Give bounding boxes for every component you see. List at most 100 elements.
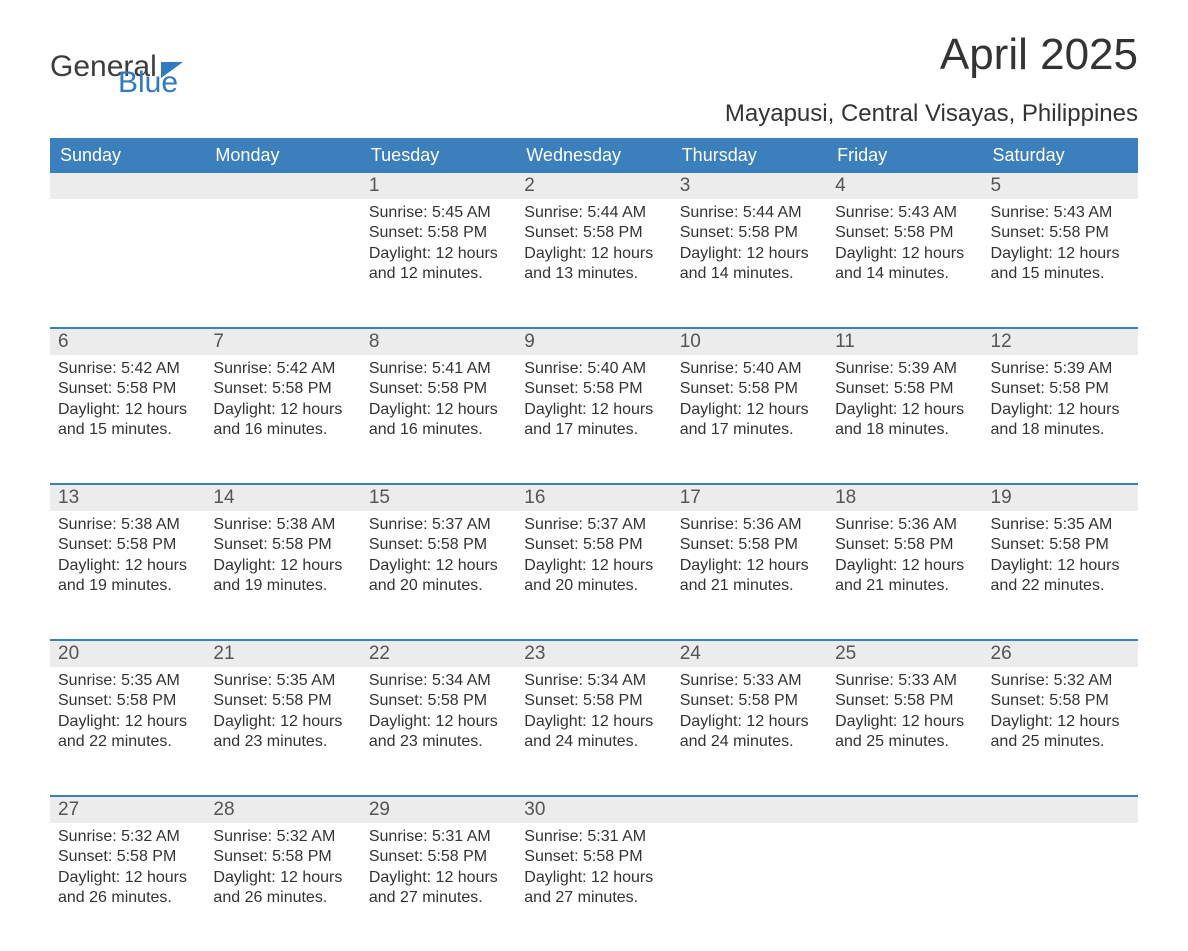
cell-body: Sunrise: 5:43 AMSunset: 5:58 PMDaylight:… — [983, 199, 1138, 299]
cell-body: Sunrise: 5:34 AMSunset: 5:58 PMDaylight:… — [361, 667, 516, 767]
daylight-text: Daylight: 12 hours and 23 minutes. — [369, 712, 508, 753]
day-number: 10 — [672, 329, 827, 355]
calendar-cell: Sunrise: 5:35 AMSunset: 5:58 PMDaylight:… — [983, 511, 1138, 639]
daylight-text: Daylight: 12 hours and 19 minutes. — [213, 556, 352, 597]
day-number: 5 — [983, 173, 1138, 199]
daynum-row: 27282930... — [50, 795, 1138, 823]
sunset-text: Sunset: 5:58 PM — [680, 379, 819, 399]
cell-body: Sunrise: 5:40 AMSunset: 5:58 PMDaylight:… — [516, 355, 671, 455]
sunset-text: Sunset: 5:58 PM — [369, 847, 508, 867]
daylight-text: Daylight: 12 hours and 17 minutes. — [680, 400, 819, 441]
sunrise-text: Sunrise: 5:38 AM — [58, 515, 197, 535]
page-title: April 2025 — [940, 30, 1138, 80]
calendar-cell: Sunrise: 5:35 AMSunset: 5:58 PMDaylight:… — [205, 667, 360, 795]
sunset-text: Sunset: 5:58 PM — [524, 691, 663, 711]
daylight-text: Daylight: 12 hours and 22 minutes. — [58, 712, 197, 753]
sunrise-text: Sunrise: 5:43 AM — [835, 203, 974, 223]
daylight-text: Daylight: 12 hours and 27 minutes. — [369, 868, 508, 909]
cell-body: Sunrise: 5:38 AMSunset: 5:58 PMDaylight:… — [205, 511, 360, 611]
sunset-text: Sunset: 5:58 PM — [835, 379, 974, 399]
sunrise-text: Sunrise: 5:35 AM — [213, 671, 352, 691]
cell-body: Sunrise: 5:37 AMSunset: 5:58 PMDaylight:… — [516, 511, 671, 611]
day-number: 13 — [50, 485, 205, 511]
day-number: 19 — [983, 485, 1138, 511]
weekday-header: Thursday — [672, 138, 827, 173]
sunset-text: Sunset: 5:58 PM — [213, 847, 352, 867]
week-row: Sunrise: 5:35 AMSunset: 5:58 PMDaylight:… — [50, 667, 1138, 795]
sunset-text: Sunset: 5:58 PM — [369, 535, 508, 555]
sunrise-text: Sunrise: 5:33 AM — [835, 671, 974, 691]
daylight-text: Daylight: 12 hours and 12 minutes. — [369, 244, 508, 285]
daylight-text: Daylight: 12 hours and 20 minutes. — [524, 556, 663, 597]
sunrise-text: Sunrise: 5:44 AM — [680, 203, 819, 223]
week-row: Sunrise: 5:32 AMSunset: 5:58 PMDaylight:… — [50, 823, 1138, 951]
day-number: 11 — [827, 329, 982, 355]
calendar-cell — [50, 199, 205, 327]
cell-body — [672, 823, 827, 841]
day-number: 21 — [205, 641, 360, 667]
day-number: 4 — [827, 173, 982, 199]
daylight-text: Daylight: 12 hours and 23 minutes. — [213, 712, 352, 753]
sunrise-text: Sunrise: 5:41 AM — [369, 359, 508, 379]
day-number: 25 — [827, 641, 982, 667]
week-row: Sunrise: 5:38 AMSunset: 5:58 PMDaylight:… — [50, 511, 1138, 639]
calendar-cell: Sunrise: 5:40 AMSunset: 5:58 PMDaylight:… — [516, 355, 671, 483]
daylight-text: Daylight: 12 hours and 19 minutes. — [58, 556, 197, 597]
calendar-cell: Sunrise: 5:32 AMSunset: 5:58 PMDaylight:… — [50, 823, 205, 951]
day-number: 26 — [983, 641, 1138, 667]
sunset-text: Sunset: 5:58 PM — [835, 535, 974, 555]
sunset-text: Sunset: 5:58 PM — [524, 379, 663, 399]
sunset-text: Sunset: 5:58 PM — [58, 691, 197, 711]
sunrise-text: Sunrise: 5:35 AM — [58, 671, 197, 691]
sunset-text: Sunset: 5:58 PM — [524, 223, 663, 243]
sunset-text: Sunset: 5:58 PM — [58, 847, 197, 867]
sunrise-text: Sunrise: 5:33 AM — [680, 671, 819, 691]
day-number: 1 — [361, 173, 516, 199]
calendar-cell: Sunrise: 5:33 AMSunset: 5:58 PMDaylight:… — [672, 667, 827, 795]
cell-body — [50, 199, 205, 217]
cell-body: Sunrise: 5:39 AMSunset: 5:58 PMDaylight:… — [983, 355, 1138, 455]
daylight-text: Daylight: 12 hours and 25 minutes. — [991, 712, 1130, 753]
day-number: . — [672, 797, 827, 823]
daynum-row: ..12345 — [50, 173, 1138, 199]
daynum-row: 6789101112 — [50, 327, 1138, 355]
cell-body: Sunrise: 5:39 AMSunset: 5:58 PMDaylight:… — [827, 355, 982, 455]
calendar-cell: Sunrise: 5:39 AMSunset: 5:58 PMDaylight:… — [983, 355, 1138, 483]
calendar-cell: Sunrise: 5:33 AMSunset: 5:58 PMDaylight:… — [827, 667, 982, 795]
sunrise-text: Sunrise: 5:42 AM — [213, 359, 352, 379]
calendar-cell: Sunrise: 5:41 AMSunset: 5:58 PMDaylight:… — [361, 355, 516, 483]
daynum-row: 20212223242526 — [50, 639, 1138, 667]
weekday-header: Friday — [827, 138, 982, 173]
sunset-text: Sunset: 5:58 PM — [835, 691, 974, 711]
calendar-cell: Sunrise: 5:43 AMSunset: 5:58 PMDaylight:… — [827, 199, 982, 327]
day-number: 22 — [361, 641, 516, 667]
daylight-text: Daylight: 12 hours and 24 minutes. — [524, 712, 663, 753]
cell-body: Sunrise: 5:44 AMSunset: 5:58 PMDaylight:… — [516, 199, 671, 299]
calendar-cell — [827, 823, 982, 951]
sunset-text: Sunset: 5:58 PM — [991, 223, 1130, 243]
sunrise-text: Sunrise: 5:36 AM — [835, 515, 974, 535]
calendar: Sunday Monday Tuesday Wednesday Thursday… — [50, 138, 1138, 951]
day-number: . — [827, 797, 982, 823]
day-number: . — [983, 797, 1138, 823]
cell-body: Sunrise: 5:32 AMSunset: 5:58 PMDaylight:… — [205, 823, 360, 923]
day-number: 2 — [516, 173, 671, 199]
cell-body: Sunrise: 5:32 AMSunset: 5:58 PMDaylight:… — [50, 823, 205, 923]
daylight-text: Daylight: 12 hours and 21 minutes. — [680, 556, 819, 597]
calendar-cell: Sunrise: 5:31 AMSunset: 5:58 PMDaylight:… — [361, 823, 516, 951]
day-number: 3 — [672, 173, 827, 199]
calendar-cell: Sunrise: 5:35 AMSunset: 5:58 PMDaylight:… — [50, 667, 205, 795]
week-row: Sunrise: 5:42 AMSunset: 5:58 PMDaylight:… — [50, 355, 1138, 483]
cell-body: Sunrise: 5:42 AMSunset: 5:58 PMDaylight:… — [205, 355, 360, 455]
calendar-cell: Sunrise: 5:44 AMSunset: 5:58 PMDaylight:… — [672, 199, 827, 327]
sunset-text: Sunset: 5:58 PM — [524, 535, 663, 555]
sunset-text: Sunset: 5:58 PM — [524, 847, 663, 867]
calendar-cell: Sunrise: 5:34 AMSunset: 5:58 PMDaylight:… — [361, 667, 516, 795]
calendar-cell: Sunrise: 5:37 AMSunset: 5:58 PMDaylight:… — [361, 511, 516, 639]
sunset-text: Sunset: 5:58 PM — [991, 535, 1130, 555]
location-subtitle: Mayapusi, Central Visayas, Philippines — [50, 100, 1138, 128]
calendar-cell — [672, 823, 827, 951]
calendar-cell: Sunrise: 5:37 AMSunset: 5:58 PMDaylight:… — [516, 511, 671, 639]
sunrise-text: Sunrise: 5:36 AM — [680, 515, 819, 535]
cell-body: Sunrise: 5:37 AMSunset: 5:58 PMDaylight:… — [361, 511, 516, 611]
